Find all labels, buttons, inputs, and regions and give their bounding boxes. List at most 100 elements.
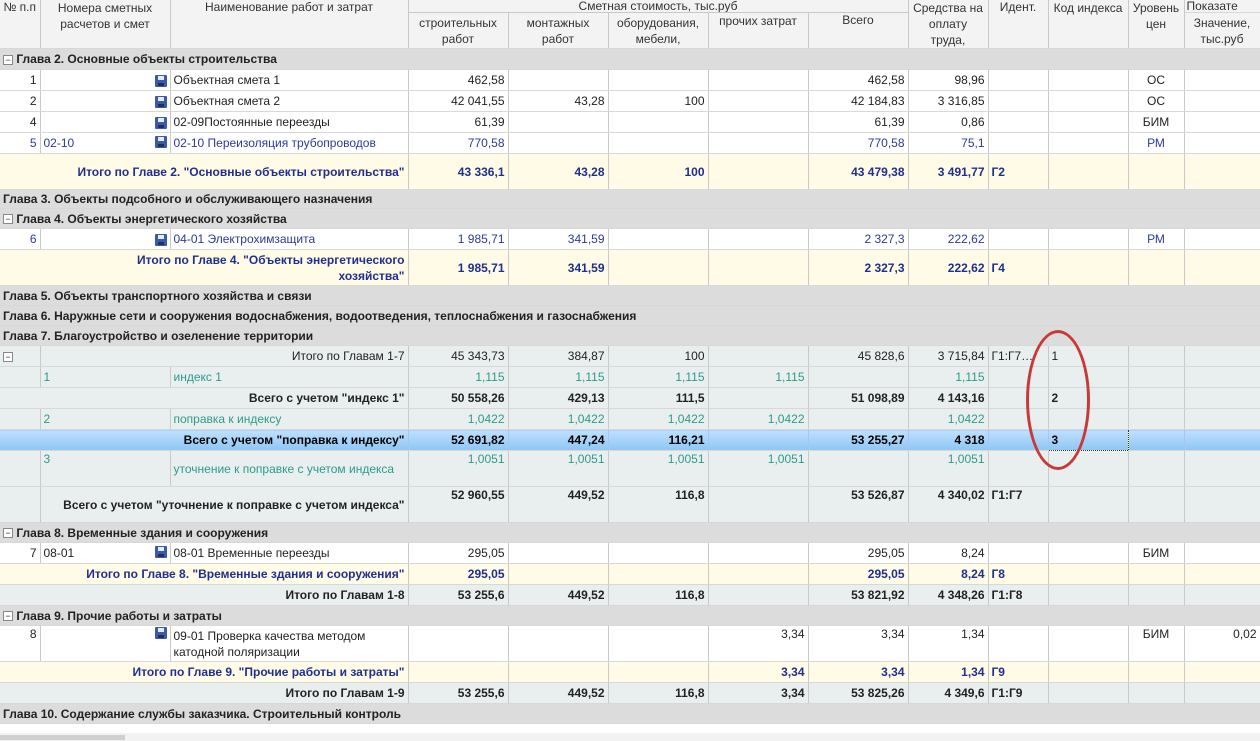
cell-ident[interactable] xyxy=(988,69,1049,91)
cell-name[interactable]: Объектная смета 2 xyxy=(170,90,409,112)
chapter-row[interactable]: − Глава 2. Основные объекты строительств… xyxy=(0,48,1260,70)
cell-wage[interactable]: 1,115 xyxy=(908,366,989,388)
cell-other[interactable] xyxy=(708,111,809,133)
cell-total[interactable]: 3,34 xyxy=(808,625,909,662)
col-header-name[interactable]: Наименование работ и затрат xyxy=(170,0,409,49)
cell-smeta-num[interactable]: 3 xyxy=(40,450,171,487)
index-row[interactable]: 1 индекс 1 1,115 1,115 1,115 1,115 1,115 xyxy=(0,366,1260,388)
cell-build[interactable]: 42 041,55 xyxy=(408,90,509,112)
cell-code[interactable]: 2 xyxy=(1048,387,1129,409)
cell-level[interactable]: ОС xyxy=(1128,69,1185,91)
horizontal-scrollbar[interactable] xyxy=(0,733,1260,741)
cell-other[interactable]: 1,115 xyxy=(708,366,809,388)
col-header-other[interactable]: прочих затрат xyxy=(708,12,809,49)
cell-smeta-num[interactable]: 02-10 xyxy=(40,132,171,154)
cell-smeta-num[interactable] xyxy=(40,69,171,91)
cell-value[interactable] xyxy=(1184,90,1260,112)
cell-smeta-num[interactable] xyxy=(40,111,171,133)
chapter-total-row[interactable]: Итого по Главе 9. "Прочие работы и затра… xyxy=(0,661,1260,683)
cell-build[interactable]: 295,05 xyxy=(408,542,509,564)
scrollbar-thumb[interactable] xyxy=(0,735,125,740)
subtotal-row[interactable]: − Итого по Главам 1-7 45 343,73 384,87 1… xyxy=(0,345,1260,367)
selected-row[interactable]: Всего с учетом "поправка к индексу" 52 6… xyxy=(0,429,1260,451)
cell-value[interactable] xyxy=(1184,228,1260,250)
cell-build[interactable]: 1,115 xyxy=(408,366,509,388)
table-row[interactable]: 7 08-01 08-01 Временные переезды 295,05 … xyxy=(0,542,1260,564)
col-header-indicator[interactable]: Показате xyxy=(1184,0,1260,14)
cell-code[interactable] xyxy=(1048,69,1129,91)
cell-ident[interactable] xyxy=(988,228,1049,250)
chapter-row[interactable]: Глава 5. Объекты транспортного хозяйства… xyxy=(0,285,1260,306)
col-header-code[interactable]: Код индекса xyxy=(1048,0,1129,49)
cell-equip[interactable]: 100 xyxy=(608,90,709,112)
cell-name[interactable]: индекс 1 xyxy=(170,366,409,388)
cell-code[interactable] xyxy=(1048,111,1129,133)
cell-mount[interactable]: 1,0051 xyxy=(508,450,609,487)
cell-total[interactable]: 770,58 xyxy=(808,132,909,154)
save-icon[interactable] xyxy=(154,95,167,108)
index-row[interactable]: 2 поправка к индексу 1,0422 1,0422 1,042… xyxy=(0,408,1260,430)
table-row[interactable]: 4 02-09Постоянные переезды 61,39 61,39 0… xyxy=(0,111,1260,133)
cell-code[interactable] xyxy=(1048,228,1129,250)
index-total-row[interactable]: Всего с учетом "индекс 1" 50 558,26 429,… xyxy=(0,387,1260,409)
cell-equip[interactable]: 1,115 xyxy=(608,366,709,388)
cell-wage[interactable]: 8,24 xyxy=(908,542,989,564)
cell-level[interactable]: БИМ xyxy=(1128,625,1185,662)
cell-equip[interactable] xyxy=(608,132,709,154)
cell-name[interactable]: 08-01 Временные переезды xyxy=(170,542,409,564)
cell-mount[interactable] xyxy=(508,111,609,133)
cell-code[interactable]: 1 xyxy=(1048,345,1129,367)
cell-level[interactable]: БИМ xyxy=(1128,111,1185,133)
chapter-row[interactable]: Глава 7. Благоустройство и озеленение те… xyxy=(0,325,1260,346)
cell-ident[interactable] xyxy=(988,111,1049,133)
chapter-total-row[interactable]: Итого по Главе 4. "Объекты энергетическо… xyxy=(0,249,1260,286)
col-header-total[interactable]: Всего xyxy=(808,12,909,49)
table-row[interactable]: 5 02-10 02-10 Переизоляция трубопроводов… xyxy=(0,132,1260,154)
cell-wage[interactable]: 3 316,85 xyxy=(908,90,989,112)
cell-value[interactable] xyxy=(1184,132,1260,154)
cell-wage[interactable]: 1,34 xyxy=(908,625,989,662)
cell-level[interactable]: РМ xyxy=(1128,228,1185,250)
cell-equip[interactable] xyxy=(608,69,709,91)
cell-mount[interactable]: 43,28 xyxy=(508,90,609,112)
cell-level[interactable]: БИМ xyxy=(1128,542,1185,564)
chapter-row[interactable]: Глава 6. Наружные сети и сооружения водо… xyxy=(0,305,1260,326)
cell-equip[interactable]: 1,0051 xyxy=(608,450,709,487)
collapse-toggle-icon[interactable]: − xyxy=(3,351,13,362)
cell-mount[interactable]: 1,115 xyxy=(508,366,609,388)
cell-ident[interactable] xyxy=(988,132,1049,154)
cell-name[interactable]: 02-09Постоянные переезды xyxy=(170,111,409,133)
cell-build[interactable]: 1,0051 xyxy=(408,450,509,487)
cell-level[interactable]: ОС xyxy=(1128,90,1185,112)
col-header-equip[interactable]: оборудования, мебели, xyxy=(608,12,709,49)
col-header-wage[interactable]: Средства на оплату труда, xyxy=(908,0,989,49)
subtotal-row[interactable]: Итого по Главам 1-9 53 255,6 449,52 116,… xyxy=(0,682,1260,704)
cell-code[interactable] xyxy=(1048,132,1129,154)
cell-other[interactable]: 3,34 xyxy=(708,625,809,662)
cell-wage[interactable]: 75,1 xyxy=(908,132,989,154)
collapse-toggle-icon[interactable]: − xyxy=(3,528,13,539)
cell-other[interactable]: 1,0422 xyxy=(708,408,809,430)
cell-name[interactable]: поправка к индексу xyxy=(170,408,409,430)
table-row[interactable]: 2 Объектная смета 2 42 041,55 43,28 100 … xyxy=(0,90,1260,112)
cell-total[interactable]: 42 184,83 xyxy=(808,90,909,112)
cell-other[interactable]: 1,0051 xyxy=(708,450,809,487)
cell-level[interactable]: РМ xyxy=(1128,132,1185,154)
chapter-row[interactable]: − Глава 9. Прочие работы и затраты xyxy=(0,605,1260,626)
collapse-toggle-icon[interactable]: − xyxy=(3,54,13,65)
cell-mount[interactable] xyxy=(508,69,609,91)
chapter-row[interactable]: − Глава 8. Временные здания и сооружения xyxy=(0,522,1260,543)
save-icon[interactable] xyxy=(154,136,167,148)
cell-wage[interactable]: 222,62 xyxy=(908,228,989,250)
cell-value[interactable]: 0,02 xyxy=(1184,625,1260,662)
cell-name[interactable]: уточнение к поправке с учетом индекса xyxy=(170,450,409,487)
cell-value[interactable] xyxy=(1184,111,1260,133)
col-header-ident[interactable]: Идент. xyxy=(988,0,1049,49)
cell-smeta-num[interactable]: 08-01 xyxy=(40,542,171,564)
cell-total[interactable]: 462,58 xyxy=(808,69,909,91)
cell-wage[interactable]: 0,86 xyxy=(908,111,989,133)
col-header-smeta-nums[interactable]: Номера сметных расчетов и смет xyxy=(40,0,171,49)
chapter-row[interactable]: Глава 10. Содержание службы заказчика. С… xyxy=(0,703,1260,724)
save-icon[interactable] xyxy=(154,116,167,129)
cell-other[interactable] xyxy=(708,90,809,112)
